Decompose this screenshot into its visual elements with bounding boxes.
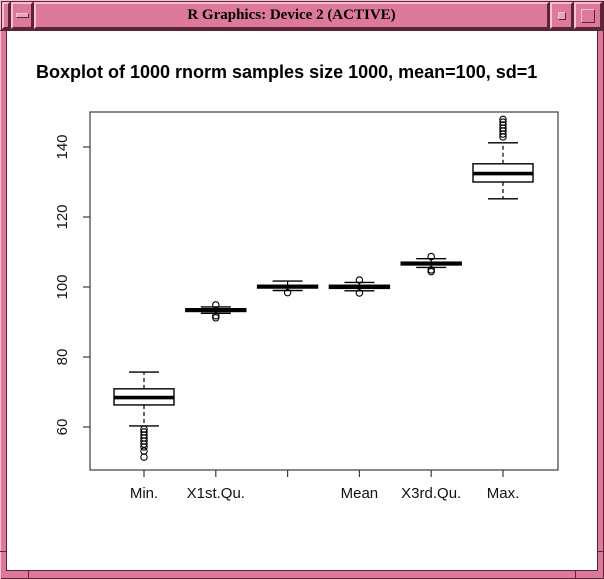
chart-title: Boxplot of 1000 rnorm samples size 1000,… [36,62,537,82]
maximize-icon [557,11,566,20]
x-tick-label: Max. [487,485,520,502]
resize-corner-icon [581,8,595,23]
outlier-point [212,311,220,320]
y-tick-label: 80 [54,349,71,366]
outlier-point [499,133,507,141]
y-tick-label: 60 [54,419,71,436]
outlier-point [140,453,148,461]
maximize-button[interactable] [550,2,573,29]
frame-notch [598,30,604,31]
frame-notch [598,551,604,552]
outlier-point [355,276,364,284]
frame-notch [0,30,6,31]
boxplot-group-3 [256,280,319,297]
boxplot-Mean [328,276,391,297]
boxplot-Min. [113,371,175,461]
x-tick-label: Min. [130,485,158,502]
frame-notch [0,551,6,552]
x-tick-label: X3rd.Qu. [401,485,461,502]
outlier-point [499,130,507,138]
outlier-point [427,252,435,261]
boxplot-canvas: Boxplot of 1000 rnorm samples size 1000,… [36,62,559,502]
boxplot-Max. [472,115,534,200]
y-tick-label: 100 [54,274,71,299]
boxplot-X3rd.Qu. [400,252,462,276]
y-tick-label: 120 [54,204,71,229]
outlier-point [283,288,292,297]
titlebar: R Graphics: Device 2 (ACTIVE) [2,2,602,29]
frame-notch [28,571,29,579]
outlier-point [427,267,435,276]
x-tick-label: X1st.Qu. [187,485,245,502]
outlier-point [499,115,507,124]
resize-corner-handle-topleft[interactable] [2,2,10,29]
x-tick-label: Mean [341,485,379,502]
outlier-point [140,440,148,448]
plot-content-area: Boxplot of 1000 rnorm samples size 1000,… [6,30,598,571]
resize-corner-handle-topright[interactable] [574,2,602,29]
minimize-button[interactable] [11,2,33,29]
window-title: R Graphics: Device 2 (ACTIVE) [187,7,396,23]
outlier-point [355,289,364,297]
y-tick-label: 140 [54,134,71,159]
boxplot-X1st.Qu. [185,301,247,322]
outlier-point [212,301,220,309]
frame-notch [575,571,576,579]
plot-frame [89,111,559,471]
minimize-icon [15,13,29,18]
outlier-point [212,314,220,322]
outlier-point [140,443,148,451]
titlebar-drag-area[interactable]: R Graphics: Device 2 (ACTIVE) [34,2,549,29]
